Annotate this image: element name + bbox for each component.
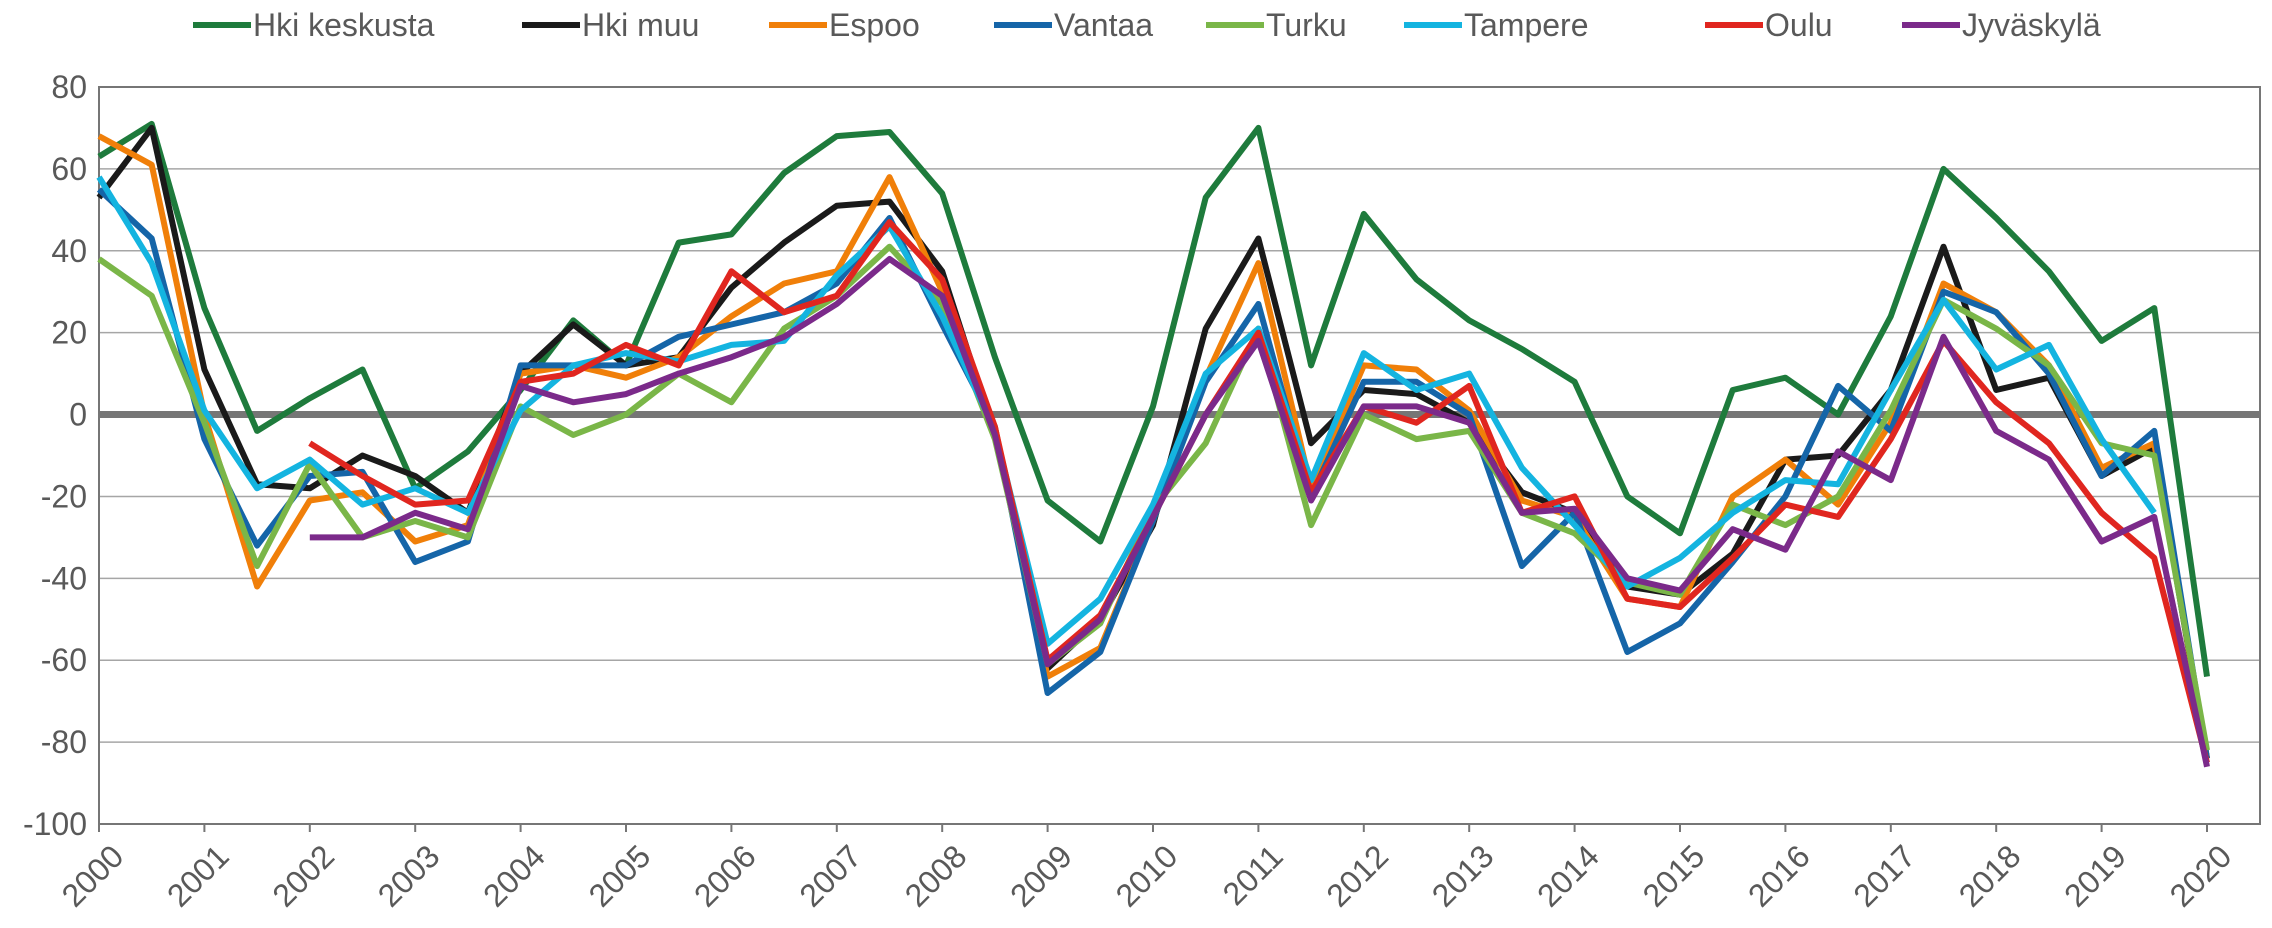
legend-label: Vantaa — [1054, 7, 1153, 43]
y-tick-label: -20 — [41, 478, 87, 514]
y-tick-label: 0 — [69, 397, 87, 433]
legend-label: Jyväskylä — [1962, 7, 2101, 43]
plot-border — [98, 86, 2261, 825]
series-line — [97, 120, 2210, 678]
x-tick-label: 2015 — [1636, 838, 1712, 914]
x-tick-label: 2009 — [1003, 838, 1079, 914]
y-tick-label: 60 — [51, 151, 87, 187]
y-tick-label: 80 — [51, 69, 87, 105]
series-line — [309, 256, 2210, 768]
x-tick-label: 2018 — [1952, 838, 2028, 914]
x-tick-label: 2006 — [687, 838, 763, 914]
x-tick-label: 2011 — [1216, 838, 1290, 912]
x-tick-label: 2020 — [2163, 838, 2239, 914]
y-tick-label: 40 — [51, 233, 87, 269]
x-tick-label: 2005 — [582, 838, 658, 914]
legend-label: Turku — [1266, 7, 1347, 43]
series-line — [97, 133, 2210, 759]
legend-label: Espoo — [829, 7, 920, 43]
legend-label: Hki keskusta — [253, 7, 435, 43]
y-tick-label: 20 — [51, 315, 87, 351]
x-tick-label: 2014 — [1530, 838, 1606, 914]
x-tick-label: 2016 — [1741, 838, 1817, 914]
x-tick-label: 2019 — [2057, 838, 2133, 914]
x-tick-label: 2008 — [898, 838, 974, 914]
x-tick-label: 2017 — [1846, 838, 1922, 914]
legend-label: Oulu — [1765, 7, 1833, 43]
x-tick-label: 2003 — [371, 838, 447, 914]
x-tick-label: 2004 — [476, 838, 552, 914]
y-tick-label: -40 — [41, 560, 87, 596]
legend-label: Tampere — [1464, 7, 1589, 43]
x-tick-label: 2012 — [1319, 838, 1395, 914]
legend-label: Hki muu — [582, 7, 699, 43]
x-tick-label: 2001 — [160, 838, 236, 914]
series-line — [308, 219, 2210, 764]
y-tick-label: -60 — [41, 642, 87, 678]
x-tick-label: 2010 — [1109, 838, 1185, 914]
y-tick-label: -100 — [23, 806, 87, 842]
y-tick-label: -80 — [41, 724, 87, 760]
x-tick-label: 2000 — [55, 838, 131, 914]
x-tick-label: 2013 — [1425, 838, 1501, 914]
x-tick-label: 2002 — [265, 838, 341, 914]
x-tick-label: 2007 — [792, 838, 868, 914]
